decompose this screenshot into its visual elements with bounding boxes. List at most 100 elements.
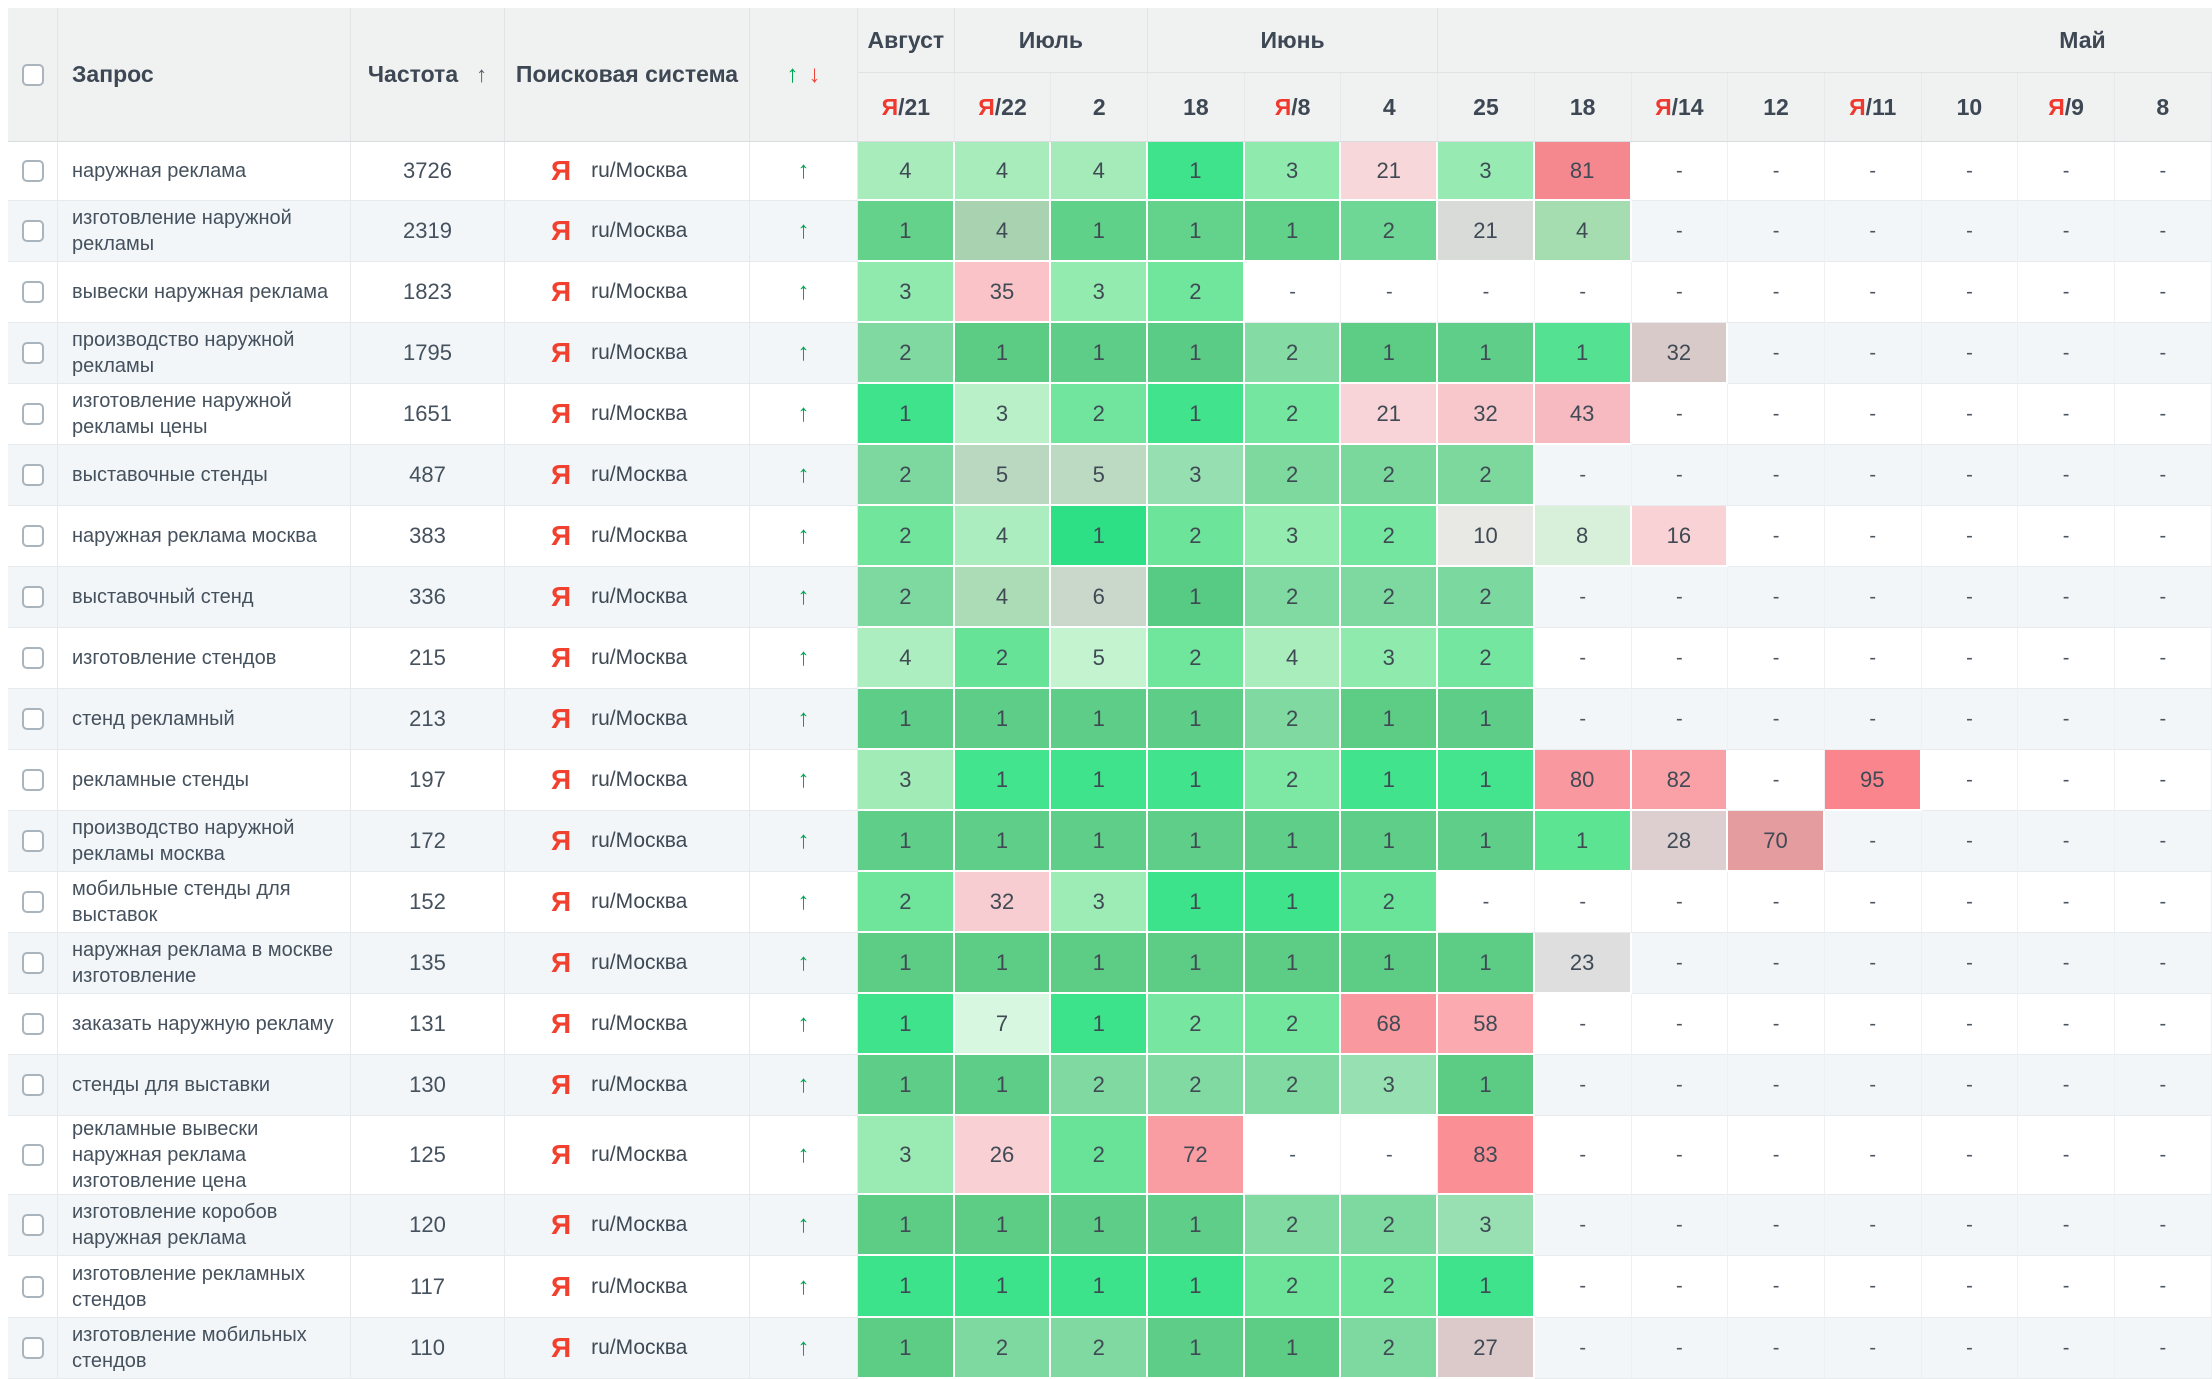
month-label: Май: [2059, 26, 2106, 53]
position-cell: -: [1728, 384, 1825, 445]
position-cell: -: [1631, 872, 1729, 933]
position-cell: 2: [1341, 1195, 1439, 1256]
column-header-frequency[interactable]: Частота ↑: [351, 8, 505, 141]
search-engine-region-label: ru/Москва: [591, 341, 688, 364]
column-header-query[interactable]: Запрос: [58, 8, 351, 141]
yandex-icon: Я: [551, 155, 572, 186]
date-column-header[interactable]: 18: [1535, 73, 1632, 141]
date-column-header[interactable]: 2: [1051, 73, 1149, 141]
search-engine-region-label: ru/Москва: [591, 219, 688, 242]
frequency-cell: 120: [351, 1195, 505, 1256]
row-checkbox[interactable]: [21, 891, 44, 913]
date-column-header[interactable]: 25: [1438, 73, 1535, 141]
position-up-icon: ↑: [797, 1141, 810, 1168]
position-cell: -: [1824, 506, 1922, 567]
position-cell: -: [2018, 262, 2115, 323]
position-cell: 32: [1438, 384, 1535, 445]
position-cell: -: [1921, 201, 2019, 262]
row-checkbox[interactable]: [21, 220, 44, 242]
position-cell: 2: [1244, 567, 1342, 628]
position-cell: 10: [1438, 506, 1535, 567]
position-cell: -: [1824, 1055, 1922, 1116]
position-cell: 2: [1051, 1055, 1149, 1116]
date-column-header[interactable]: 8: [2115, 73, 2212, 141]
position-cell: -: [1921, 567, 2019, 628]
row-checkbox[interactable]: [21, 464, 44, 486]
select-all-checkbox[interactable]: [21, 63, 44, 86]
query-cell: рекламные вывески наружная реклама изгот…: [58, 1116, 351, 1195]
position-cell: -: [1438, 262, 1535, 323]
row-checkbox[interactable]: [21, 586, 44, 608]
date-column-header[interactable]: Я/21: [858, 73, 955, 141]
row-checkbox[interactable]: [21, 1144, 44, 1166]
row-checkbox[interactable]: [21, 708, 44, 730]
row-select-cell: [8, 1318, 58, 1379]
table-header: Запрос Частота ↑ Поисковая система ↑ ↓ А…: [8, 8, 2212, 142]
month-label: Август: [867, 26, 945, 53]
position-cell: -: [2018, 323, 2115, 384]
position-cell: 2: [858, 323, 955, 384]
row-checkbox[interactable]: [21, 342, 44, 364]
date-column-header[interactable]: Я/8: [1245, 73, 1342, 141]
position-cell: -: [1824, 1116, 1922, 1195]
position-cell: 1: [954, 750, 1052, 811]
position-cell: 2: [1244, 384, 1342, 445]
column-header-search-engine[interactable]: Поисковая система: [505, 8, 750, 141]
position-cell: 1: [1148, 567, 1245, 628]
position-cell: 2: [1244, 323, 1342, 384]
date-column-header[interactable]: 12: [1728, 73, 1825, 141]
position-cell: -: [1728, 1055, 1825, 1116]
position-cell: -: [1728, 201, 1825, 262]
position-cell: 2: [1244, 689, 1342, 750]
row-select-cell: [8, 142, 58, 201]
position-cell: 1: [858, 1318, 955, 1379]
query-cell: стенды для выставки: [58, 1055, 351, 1116]
row-checkbox[interactable]: [21, 647, 44, 669]
yandex-icon: Я: [551, 1270, 572, 1302]
position-cell: 1: [1244, 811, 1342, 872]
row-checkbox[interactable]: [21, 281, 44, 303]
position-cell: -: [2114, 750, 2212, 811]
day-label: 18: [1569, 93, 1596, 120]
date-column-header[interactable]: Я/22: [955, 73, 1052, 141]
position-cell: 1: [858, 1195, 955, 1256]
date-column-header[interactable]: 4: [1341, 73, 1439, 141]
position-cell: -: [1631, 201, 1729, 262]
date-column-header[interactable]: 18: [1148, 73, 1245, 141]
position-cell: 23: [1534, 933, 1632, 994]
position-cell: 1: [1148, 1256, 1245, 1318]
column-header-dynamics[interactable]: ↑ ↓: [750, 8, 858, 141]
position-cell: -: [1921, 142, 2019, 201]
date-column-header[interactable]: Я/9: [2018, 73, 2115, 141]
dynamics-cell: ↑: [750, 201, 858, 262]
row-checkbox[interactable]: [21, 403, 44, 425]
position-cell: -: [1824, 994, 1922, 1055]
row-checkbox[interactable]: [21, 1013, 44, 1035]
month-header: Май: [1438, 8, 2212, 73]
row-checkbox[interactable]: [21, 160, 44, 182]
position-cell: -: [1921, 1116, 2019, 1195]
position-cell: 58: [1438, 994, 1535, 1055]
frequency-cell: 152: [351, 872, 505, 933]
position-cell: -: [1534, 1195, 1632, 1256]
position-cell: -: [2114, 689, 2212, 750]
row-checkbox[interactable]: [21, 830, 44, 852]
position-cell: 2: [1148, 628, 1245, 689]
search-engine-region-label: ru/Москва: [591, 1274, 688, 1298]
row-checkbox[interactable]: [21, 769, 44, 791]
row-checkbox[interactable]: [21, 952, 44, 974]
date-column-header[interactable]: Я/14: [1632, 73, 1729, 141]
date-column-header[interactable]: Я/11: [1825, 73, 1922, 141]
row-checkbox[interactable]: [21, 525, 44, 547]
search-engine-region-label: ru/Москва: [591, 768, 688, 791]
date-column-header[interactable]: 10: [1922, 73, 2019, 141]
yandex-icon: Я: [551, 703, 572, 734]
row-checkbox[interactable]: [21, 1074, 44, 1096]
row-checkbox[interactable]: [21, 1337, 44, 1359]
row-checkbox[interactable]: [21, 1275, 44, 1298]
position-cell: -: [1728, 567, 1825, 628]
position-cell: -: [2114, 1256, 2212, 1318]
position-cell: -: [1824, 142, 1922, 201]
row-select-cell: [8, 506, 58, 567]
row-checkbox[interactable]: [21, 1214, 44, 1236]
